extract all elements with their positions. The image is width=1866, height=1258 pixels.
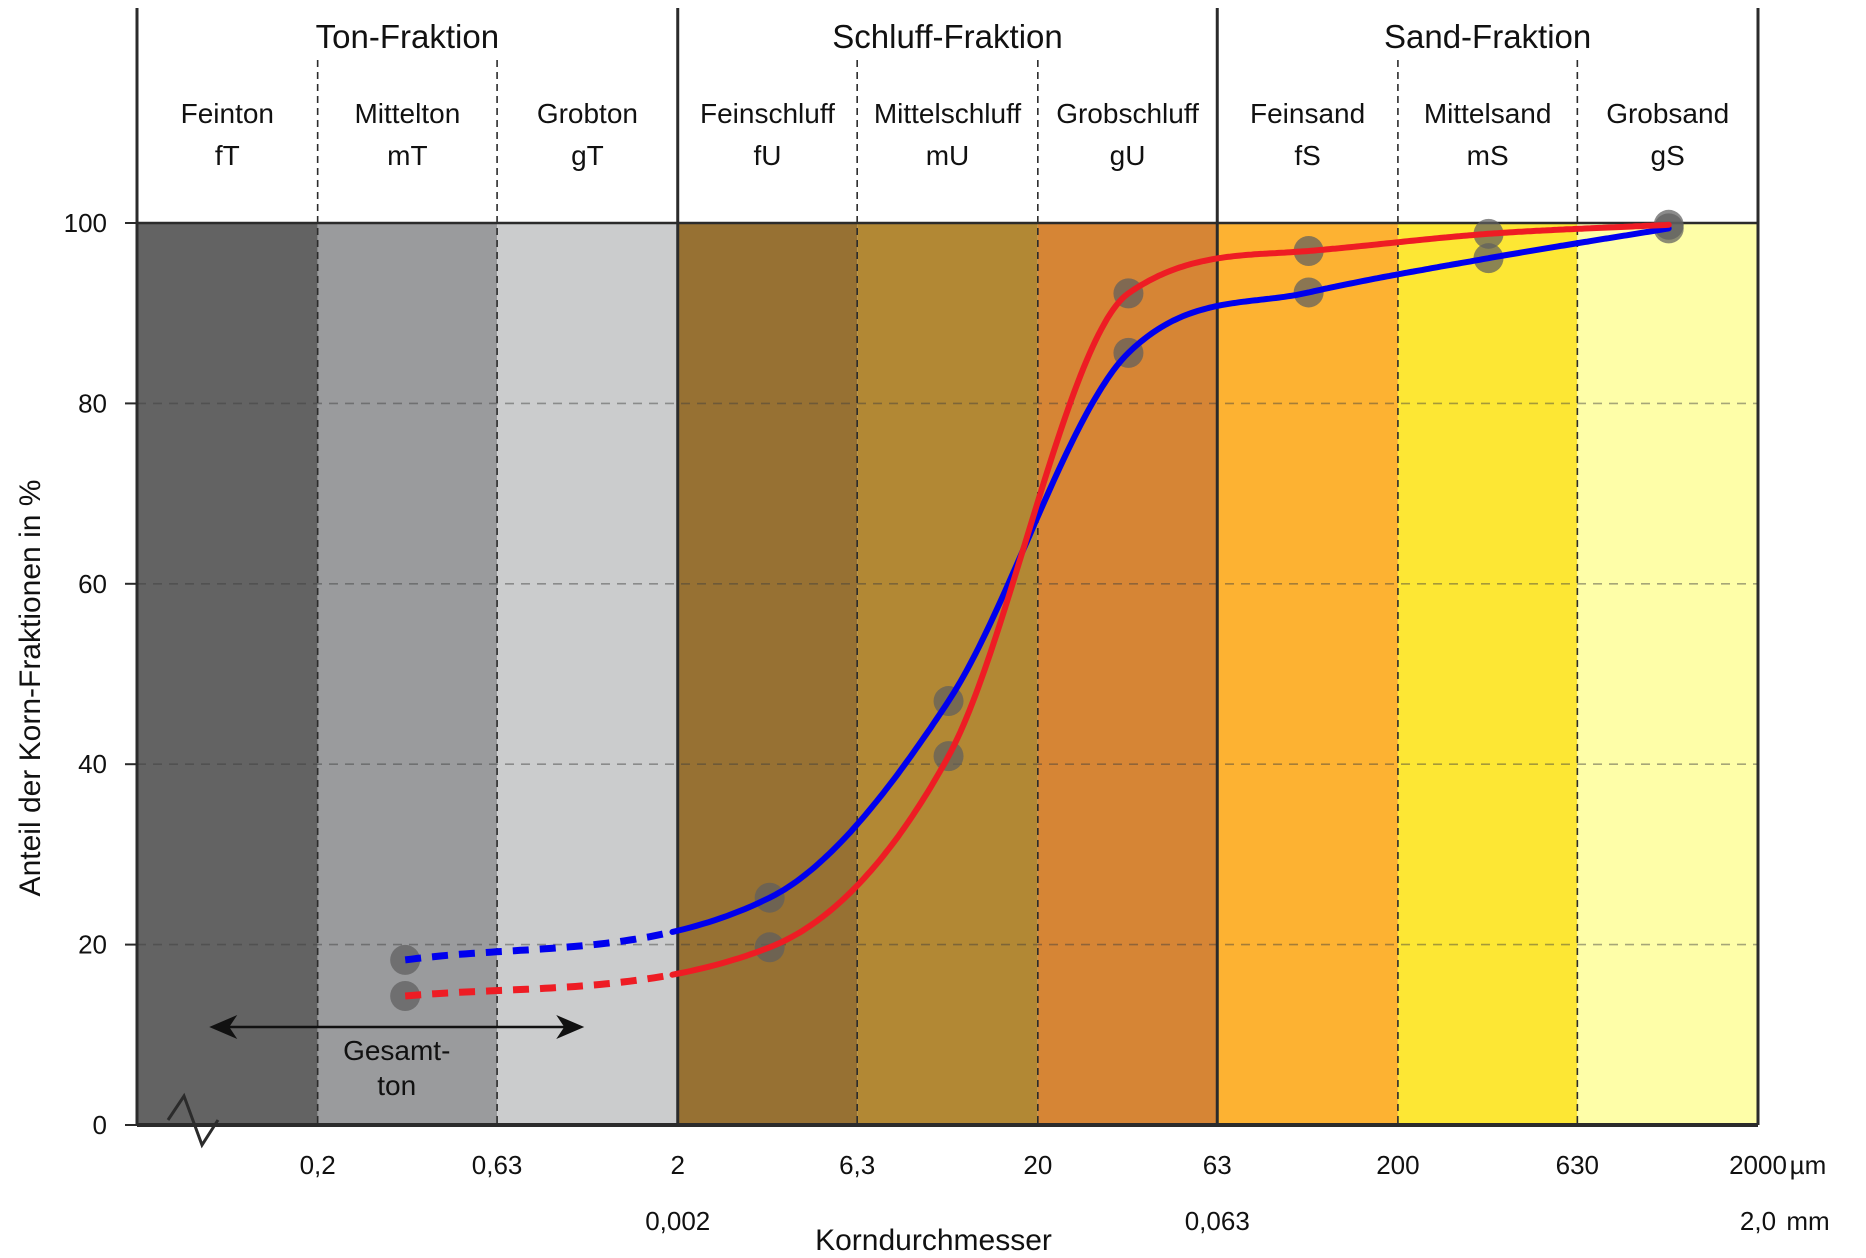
subfraction-name: Mittelton xyxy=(354,98,460,129)
gesamtton-annotation: Gesamt-ton xyxy=(209,1015,585,1101)
subfraction-name: Feinsand xyxy=(1250,98,1365,129)
band-gT xyxy=(497,223,678,1125)
x-axis-title: Korndurchmesser xyxy=(815,1224,1052,1257)
subfraction-name: Grobschluff xyxy=(1056,98,1199,129)
x-tick-label-um: 2000 xyxy=(1729,1150,1787,1180)
fraction-title: Ton-Fraktion xyxy=(316,18,499,55)
subfraction-abbr: gT xyxy=(571,140,604,171)
gesamtton-arrow-right xyxy=(556,1015,585,1039)
x-tick-label-um: 20 xyxy=(1023,1150,1052,1180)
fraction-title: Sand-Fraktion xyxy=(1384,18,1591,55)
data-point xyxy=(390,944,421,975)
subfraction-name: Feinschluff xyxy=(700,98,835,129)
x-tick-label-um: 200 xyxy=(1376,1150,1419,1180)
axis-break-mark xyxy=(166,1092,220,1149)
x-axis: 0,2 0,63 2 6,3 20 63 200 630 2000 µm 0,002 0,063 2,0… xyxy=(300,1150,1830,1257)
subfraction-abbr: gU xyxy=(1110,140,1146,171)
band-fS xyxy=(1217,223,1398,1125)
series-line xyxy=(669,225,1672,935)
subfraction-abbr: gS xyxy=(1651,140,1685,171)
x-tick-label-um: 630 xyxy=(1556,1150,1599,1180)
x-tick-label-mm: 2,0 xyxy=(1740,1206,1776,1236)
band-mS xyxy=(1397,223,1578,1125)
series-line xyxy=(669,221,1672,978)
subfraction-abbr: mT xyxy=(387,140,427,171)
fraction-separators xyxy=(316,8,1579,1125)
y-tick-label: 100 xyxy=(64,208,107,238)
subfraction-name: Grobsand xyxy=(1606,98,1729,129)
subfraction-name: Mittelsand xyxy=(1424,98,1552,129)
x-tick-label-mm: 0,063 xyxy=(1185,1206,1250,1236)
chart-frame xyxy=(135,8,1760,1149)
band-fT xyxy=(137,223,318,1125)
subfraction-name: Grobton xyxy=(537,98,638,129)
subfraction-name: Feinton xyxy=(181,98,274,129)
gesamtton-label-line2: ton xyxy=(377,1070,416,1101)
x-tick-label-um: 6,3 xyxy=(839,1150,875,1180)
subfraction-abbr: fU xyxy=(753,140,781,171)
subfraction-abbr: fT xyxy=(215,140,240,171)
band-fU xyxy=(677,223,858,1125)
fraction-header: Ton-Fraktion Schluff-Fraktion Sand-Fraktio… xyxy=(181,18,1730,171)
series-line-dotted xyxy=(404,971,674,1000)
y-tick-label: 0 xyxy=(93,1110,107,1140)
band-gU xyxy=(1037,223,1218,1125)
subfraction-abbr: fS xyxy=(1294,140,1320,171)
band-mU xyxy=(857,223,1038,1125)
subfraction-name: Mittelschluff xyxy=(874,98,1022,129)
fraction-bands xyxy=(137,223,1758,1125)
series-curves xyxy=(390,209,1684,1012)
subfraction-abbr: mS xyxy=(1467,140,1509,171)
x-tick-label-mm: 0,002 xyxy=(645,1206,710,1236)
x-unit-mm: mm xyxy=(1786,1206,1829,1236)
y-tick-label: 60 xyxy=(78,569,107,599)
x-tick-label-um: 2 xyxy=(671,1150,685,1180)
fraction-title: Schluff-Fraktion xyxy=(832,18,1062,55)
gesamtton-arrow-left xyxy=(209,1015,238,1039)
y-tick-label: 40 xyxy=(78,749,107,779)
gesamtton-label-line1: Gesamt- xyxy=(343,1035,450,1066)
data-point xyxy=(390,981,421,1012)
x-tick-label-um: 63 xyxy=(1203,1150,1232,1180)
x-tick-label-um: 0,63 xyxy=(472,1150,523,1180)
y-tick-label: 20 xyxy=(78,930,107,960)
subfraction-abbr: mU xyxy=(926,140,970,171)
y-axis-title: Anteil der Korn-Fraktionen in % xyxy=(14,480,47,897)
x-unit-um: µm xyxy=(1790,1150,1827,1180)
y-tick-label: 80 xyxy=(78,388,107,418)
grid-lines xyxy=(137,402,1758,946)
band-gS xyxy=(1577,223,1758,1125)
x-tick-label-um: 0,2 xyxy=(300,1150,336,1180)
y-axis: 0 20 40 60 80 100 Anteil der Korn-Fraktionen i… xyxy=(14,208,137,1140)
series-line-dotted xyxy=(404,928,674,964)
